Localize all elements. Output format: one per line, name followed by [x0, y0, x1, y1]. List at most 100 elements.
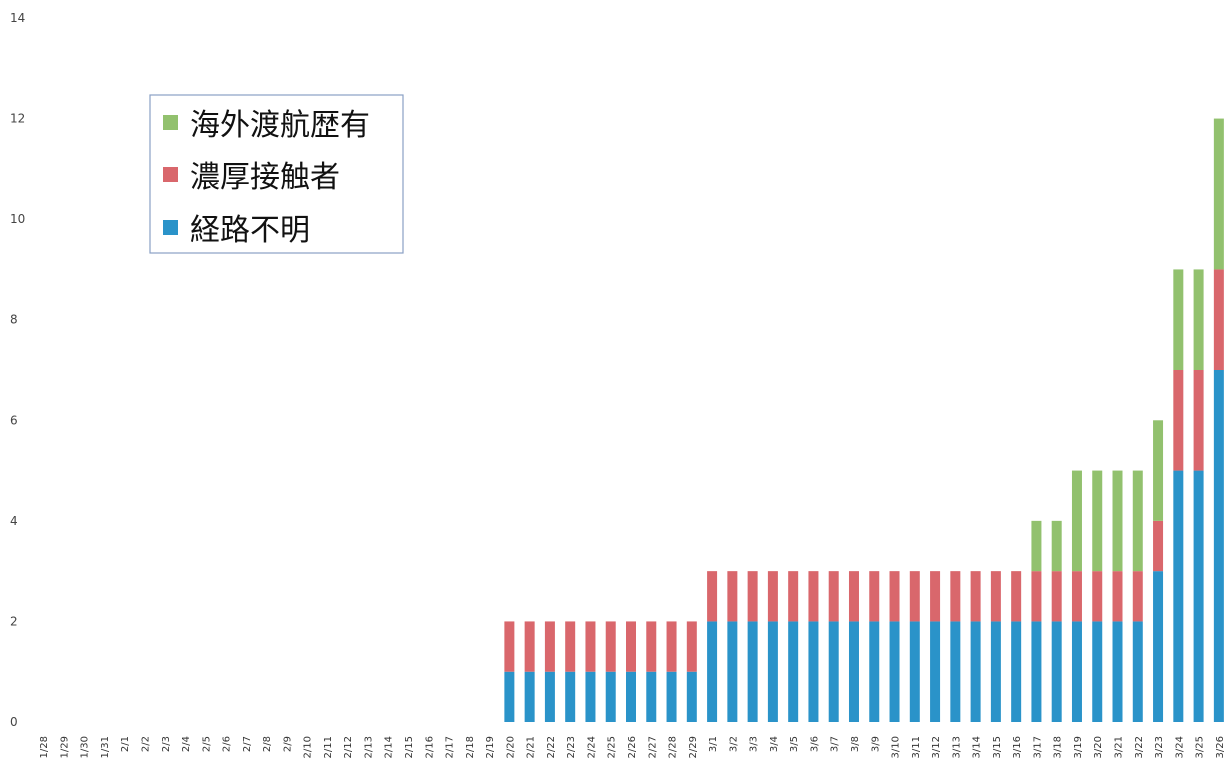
bar-segment: [1092, 571, 1103, 622]
bar-segment: [1213, 269, 1224, 370]
x-tick-label: 3/5: [789, 736, 800, 752]
y-tick-label: 8: [10, 313, 18, 327]
x-tick-label: 2/25: [607, 736, 618, 758]
x-tick-label: 3/8: [850, 736, 861, 752]
x-tick-label: 2/26: [627, 736, 638, 758]
bar-segment: [970, 571, 981, 622]
bar-segment: [585, 621, 596, 672]
y-axis: 0 2 4 6 8 10 12 14: [10, 11, 25, 729]
x-tick-label: 3/25: [1195, 736, 1206, 758]
x-tick-label: 2/13: [363, 736, 374, 758]
bar-segment: [767, 621, 778, 722]
bar-segment: [950, 621, 961, 722]
x-tick-label: 2/5: [201, 736, 212, 752]
legend-label-unknown-route: 経路不明: [190, 213, 310, 248]
x-tick-label: 3/17: [1032, 736, 1043, 758]
x-tick-label: 2/18: [465, 736, 476, 758]
bar-segment: [747, 571, 758, 622]
bar-segment: [828, 621, 839, 722]
bar-segment: [950, 571, 961, 622]
x-tick-label: 2/10: [303, 736, 314, 758]
bar-segment: [848, 571, 859, 622]
x-tick-label: 3/26: [1215, 736, 1226, 758]
x-tick-label: 2/9: [282, 736, 293, 752]
y-tick-label: 12: [10, 112, 25, 126]
bar-segment: [707, 571, 718, 622]
bar-segment: [990, 571, 1001, 622]
bar-segment: [1153, 520, 1164, 572]
bar-segment: [990, 621, 1001, 722]
x-tick-label: 2/22: [546, 736, 557, 758]
bar-segment: [646, 671, 657, 722]
y-tick-label: 2: [10, 614, 18, 628]
x-tick-label: 1/28: [39, 736, 50, 758]
bar-segment: [1132, 621, 1143, 722]
bar-segment: [930, 571, 941, 622]
bar-segment: [1193, 470, 1204, 722]
bar-segment: [1011, 621, 1022, 722]
x-tick-label: 3/6: [809, 736, 820, 752]
x-tick-label: 2/2: [140, 736, 151, 752]
bar-segment: [1173, 269, 1184, 370]
x-tick-label: 3/12: [931, 736, 942, 758]
bar-segment: [605, 671, 616, 722]
bar-segment: [1173, 370, 1184, 471]
bar-segment: [1051, 621, 1062, 722]
bar-segment: [788, 621, 799, 722]
x-tick-label: 3/2: [728, 736, 739, 752]
x-tick-label: 2/24: [586, 736, 597, 758]
bar-segment: [909, 571, 920, 622]
x-tick-label: 1/30: [80, 736, 91, 758]
x-tick-label: 2/14: [384, 736, 395, 758]
bar-segment: [504, 671, 515, 722]
x-tick-label: 3/7: [830, 736, 841, 752]
x-tick-label: 2/23: [566, 736, 577, 758]
bar-segment: [646, 621, 657, 672]
bar-segment: [747, 621, 758, 722]
x-tick-label: 2/1: [120, 736, 131, 752]
x-tick-label: 3/23: [1154, 736, 1165, 758]
bar-segment: [666, 621, 677, 672]
legend: 海外渡航歴有 濃厚接触者 経路不明: [149, 94, 404, 254]
bar-segment: [808, 571, 819, 622]
bar-segment: [1092, 470, 1103, 572]
bar-segment: [808, 621, 819, 722]
bar-segment: [1031, 520, 1042, 572]
bar-segment: [930, 621, 941, 722]
x-tick-label: 2/7: [242, 736, 253, 752]
x-tick-label: 2/28: [668, 736, 679, 758]
legend-swatch-close-contact: [163, 167, 178, 182]
bar-segment: [1173, 470, 1184, 722]
bar-segment: [686, 621, 697, 672]
bar-segment: [909, 621, 920, 722]
bar-segment: [1153, 420, 1164, 521]
bar-segment: [707, 621, 718, 722]
bar-segment: [1112, 571, 1123, 622]
bar-segment: [1011, 571, 1022, 622]
bar-segment: [889, 571, 900, 622]
x-tick-label: 3/13: [951, 736, 962, 758]
x-tick-label: 3/4: [769, 736, 780, 752]
x-tick-label: 2/29: [688, 736, 699, 758]
y-tick-label: 10: [10, 212, 25, 226]
bar-segment: [1031, 621, 1042, 722]
legend-swatch-unknown-route: [163, 220, 178, 235]
x-tick-label: 1/29: [59, 736, 70, 758]
y-tick-label: 6: [10, 413, 18, 427]
legend-label-close-contact: 濃厚接触者: [190, 160, 340, 195]
bar-segment: [1071, 571, 1082, 622]
bar-segment: [1132, 571, 1143, 622]
x-tick-label: 3/10: [891, 736, 902, 758]
x-tick-label: 3/9: [870, 736, 881, 752]
bar-segment: [1193, 370, 1204, 471]
bar-segment: [686, 671, 697, 722]
x-tick-label: 3/16: [1012, 736, 1023, 758]
x-tick-label: 3/21: [1114, 736, 1125, 758]
bar-segment: [504, 621, 515, 672]
bar-segment: [869, 621, 880, 722]
legend-box: [149, 94, 404, 254]
y-tick-label: 0: [10, 715, 18, 729]
x-tick-label: 2/20: [505, 736, 516, 758]
x-tick-label: 2/6: [222, 736, 233, 752]
